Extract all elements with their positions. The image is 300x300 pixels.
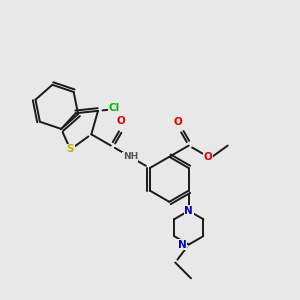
Text: Cl: Cl bbox=[108, 103, 119, 113]
Text: S: S bbox=[67, 145, 74, 154]
Text: N: N bbox=[178, 240, 187, 250]
Text: O: O bbox=[117, 116, 125, 126]
Text: O: O bbox=[173, 117, 182, 128]
Text: N: N bbox=[184, 206, 193, 216]
Text: O: O bbox=[204, 152, 213, 162]
Text: NH: NH bbox=[123, 152, 138, 161]
